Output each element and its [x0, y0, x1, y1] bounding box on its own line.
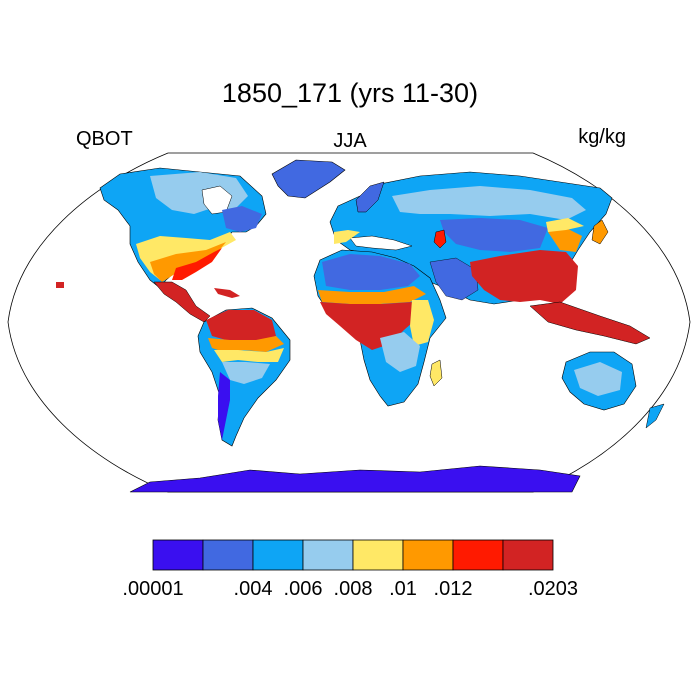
- madagascar: [429, 359, 443, 387]
- colorbar-tick-label: .00001: [122, 578, 183, 600]
- caribbean-islands: [214, 288, 240, 298]
- colorbar-box: [452, 539, 504, 571]
- new-zealand: [645, 403, 665, 429]
- sahel-orange: [318, 286, 426, 304]
- colorbar-box: [202, 539, 254, 571]
- pacific-island: [56, 282, 64, 288]
- na-south-orange: [150, 242, 226, 282]
- caspian-sea: [433, 229, 447, 249]
- colorbar-tick-label: .008: [334, 578, 373, 600]
- colorbar-tick-label: .006: [284, 578, 323, 600]
- mediterranean-sea: [349, 235, 413, 251]
- variable-label: QBOT: [76, 128, 133, 150]
- arabia-blue: [429, 257, 479, 301]
- sahara-blue: [322, 254, 420, 290]
- map-title: 1850_171 (yrs 11-30): [221, 78, 479, 108]
- southern-africa-light: [380, 332, 420, 372]
- units-label: kg/kg: [578, 126, 626, 148]
- colorbar-box: [502, 539, 554, 571]
- antarctica: [129, 465, 581, 493]
- east-asia-orange: [548, 228, 582, 252]
- colorbar-boxes: [152, 539, 554, 571]
- andes-blue: [218, 372, 230, 440]
- colorbar-tick-label: .0203: [528, 578, 578, 600]
- colorbar-labels: .00001 .004 .006 .008 .01 .012 .0203: [122, 578, 578, 600]
- central-america: [153, 281, 211, 323]
- scandinavia: [355, 181, 385, 213]
- colorbar-tick-label: .01: [389, 578, 417, 600]
- australia-interior: [574, 362, 622, 396]
- sa-yellow-band: [214, 348, 284, 362]
- na-southeast-red: [172, 248, 222, 280]
- central-asia-blue: [440, 218, 548, 252]
- amazon-red: [206, 310, 276, 344]
- colorbar-tick-label: .012: [434, 578, 473, 600]
- greenland: [271, 159, 346, 199]
- colorbar-tick-label: .004: [234, 578, 273, 600]
- sa-light-band: [222, 362, 270, 384]
- east-asia-yellow: [546, 218, 584, 232]
- south-asia-red: [470, 250, 578, 304]
- europe-yellow: [334, 230, 360, 244]
- season-label: JJA: [333, 130, 367, 152]
- japan: [591, 219, 609, 245]
- colorbar-box: [252, 539, 304, 571]
- colorbar-box: [302, 539, 354, 571]
- indonesia: [529, 301, 651, 345]
- na-east-blue: [222, 206, 262, 232]
- siberia-light: [392, 186, 586, 220]
- colorbar-box: [402, 539, 454, 571]
- east-africa-yellow: [410, 300, 434, 346]
- colorbar-box: [352, 539, 404, 571]
- colorbar-box: [152, 539, 204, 571]
- sa-orange-band: [208, 336, 284, 352]
